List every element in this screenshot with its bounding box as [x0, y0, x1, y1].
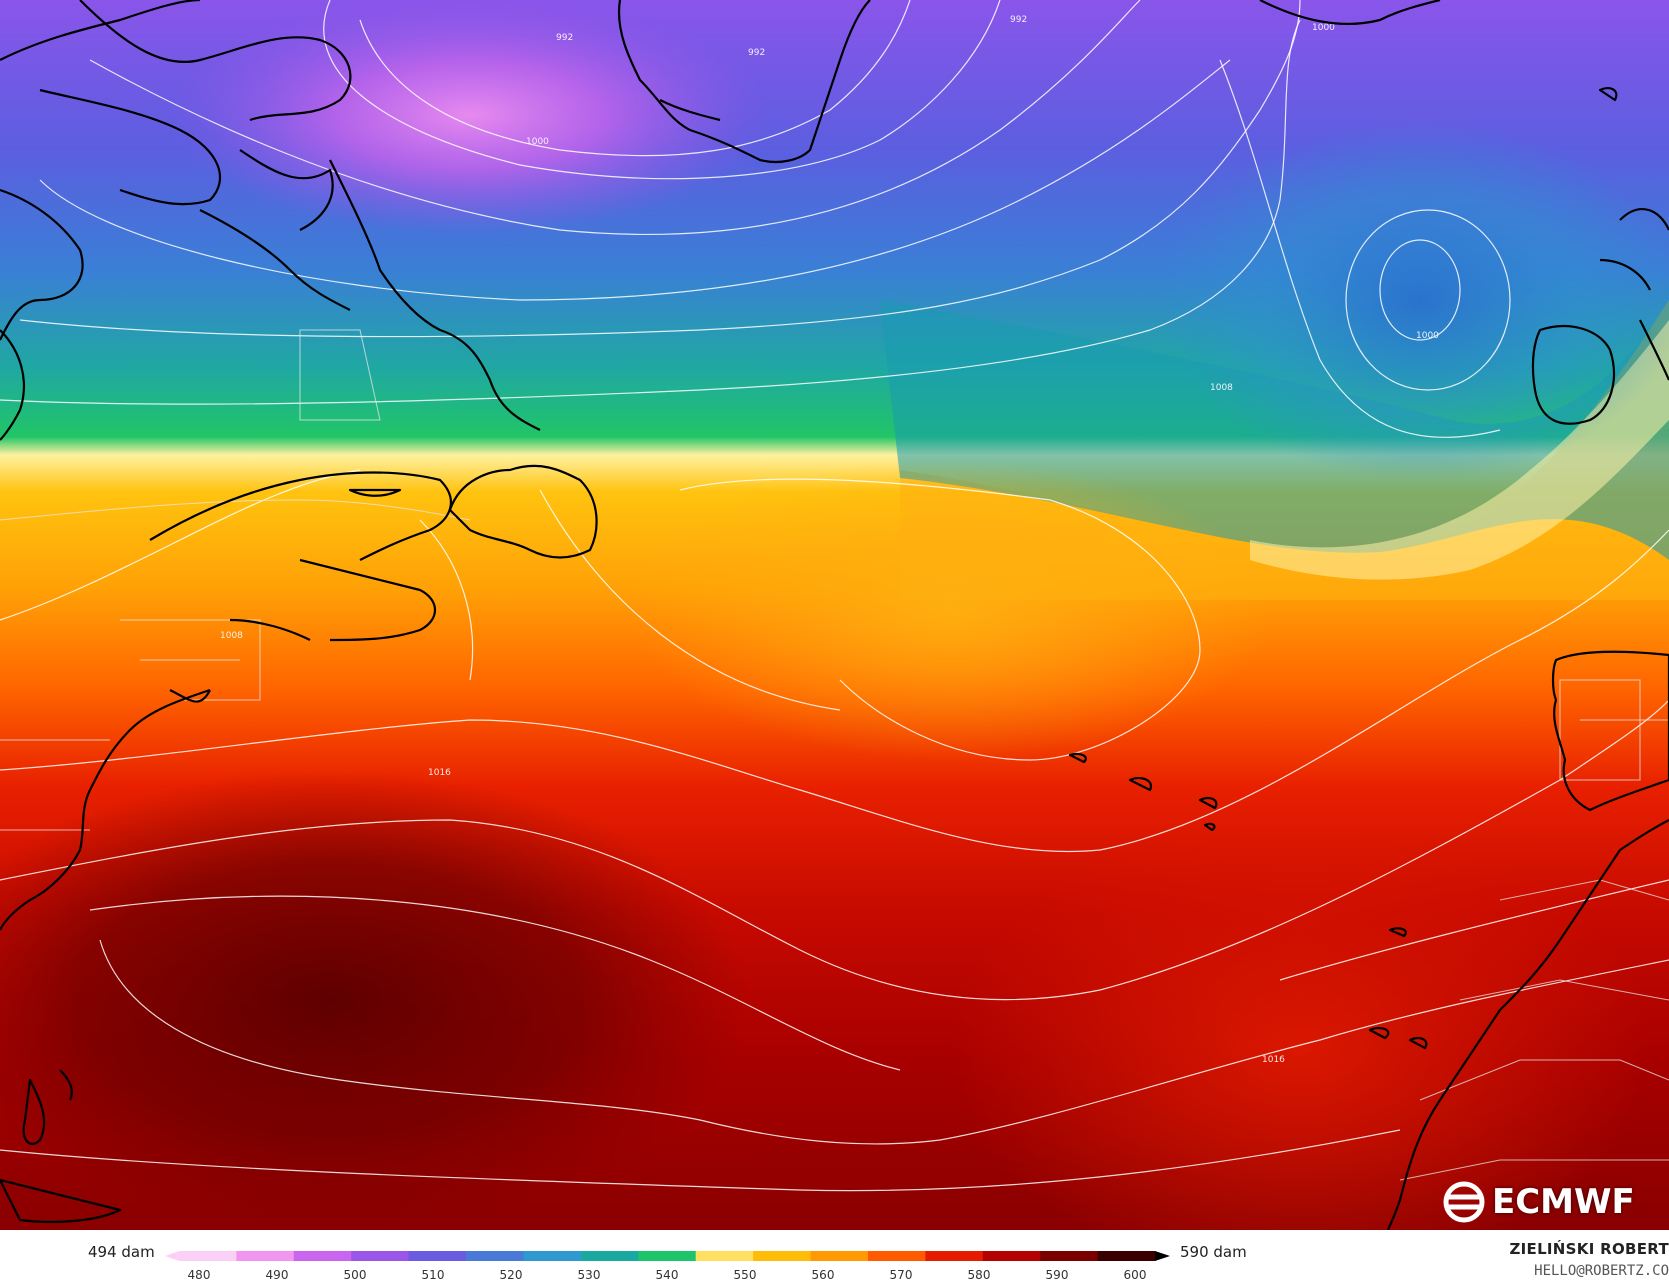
isobar-label: 1000 — [1312, 23, 1335, 33]
isobar-label: 1008 — [220, 631, 243, 641]
colorbar-tick-label: 510 — [422, 1268, 445, 1282]
colorbar-tick-label: 520 — [500, 1268, 523, 1282]
colorbar-tick-label: 580 — [968, 1268, 991, 1282]
colorbar-segment — [236, 1251, 295, 1261]
isobar-label: 992 — [556, 33, 573, 43]
ecmwf-logo: ECMWF — [1442, 1180, 1635, 1224]
colorbar-tick-label: 550 — [734, 1268, 757, 1282]
colorbar-segment — [638, 1251, 697, 1261]
isobar-label: 992 — [1010, 15, 1027, 25]
colorbar-tick-label: 540 — [656, 1268, 679, 1282]
isobar-label: 992 — [748, 48, 765, 58]
country-borders — [0, 329, 1669, 1181]
geopotential-map: 992 992 992 1000 1000 1000 1008 1008 101… — [0, 0, 1669, 1230]
colorbar-tick-label: 530 — [578, 1268, 601, 1282]
colorbar-tick-label: 560 — [812, 1268, 835, 1282]
colorbar-min-tip — [165, 1251, 179, 1261]
isobar-label: 1008 — [1210, 383, 1233, 393]
isobar-label: 1016 — [1262, 1055, 1285, 1065]
colorbar-segment — [523, 1251, 582, 1261]
legend-min-label: 494 dam — [88, 1243, 155, 1261]
colorbar-segment — [580, 1251, 639, 1261]
colorbar-segment — [1097, 1251, 1156, 1261]
isobars — [0, 0, 1669, 1191]
map-panel: 992 992 992 1000 1000 1000 1008 1008 101… — [0, 0, 1669, 1230]
field-iceland-low — [1160, 120, 1669, 480]
colorbar-tick-label: 490 — [266, 1268, 289, 1282]
colorbar-segment — [810, 1251, 869, 1261]
colorbar-tick-label: 480 — [188, 1268, 211, 1282]
field-subtropical-high — [0, 770, 750, 1230]
colorbar: 480 490 500 510 520 530 540 550 560 570 580 590 600 — [165, 1251, 1170, 1282]
colorbar-segment — [466, 1251, 524, 1261]
isobar-label: 1000 — [526, 137, 549, 147]
colorbar-segment — [179, 1251, 237, 1261]
colorbar-segment — [753, 1251, 812, 1261]
author-email: HELLO@ROBERTZ.CO — [1534, 1263, 1669, 1279]
legend-bar: 494 dam 480 490 500 510 520 530 540 550 560 570 58… — [0, 1230, 1669, 1287]
colorbar-max-tip — [1155, 1251, 1170, 1261]
colorbar-tick-label: 570 — [890, 1268, 913, 1282]
colorbar-segment — [695, 1251, 754, 1261]
isobar-label: 1000 — [1416, 331, 1439, 341]
isobar-labels: 992 992 992 1000 1000 1000 1008 1008 101… — [220, 15, 1439, 1065]
colorbar-segment — [351, 1251, 410, 1261]
field-east-red — [950, 820, 1650, 1230]
colorbar-segment — [1040, 1251, 1099, 1261]
coastlines — [0, 0, 1669, 1230]
colorbar-tick-label: 590 — [1046, 1268, 1069, 1282]
colorbar-tick-label: 600 — [1124, 1268, 1147, 1282]
colorbar-segment — [925, 1251, 984, 1261]
ecmwf-logo-icon — [1443, 1181, 1485, 1223]
colorbar-segment — [982, 1251, 1041, 1261]
field-central-ridge — [630, 460, 1270, 760]
author-name: ZIELIŃSKI ROBERT — [1509, 1240, 1669, 1258]
legend-max-label: 590 dam — [1180, 1243, 1247, 1261]
colorbar-segment — [867, 1251, 926, 1261]
isobar-label: 1016 — [428, 768, 451, 778]
field-east-front — [1250, 320, 1669, 580]
colorbar-segment — [293, 1251, 352, 1261]
logo-text: ECMWF — [1492, 1182, 1635, 1222]
colorbar-segment — [408, 1251, 467, 1261]
colorbar-tick-label: 500 — [344, 1268, 367, 1282]
